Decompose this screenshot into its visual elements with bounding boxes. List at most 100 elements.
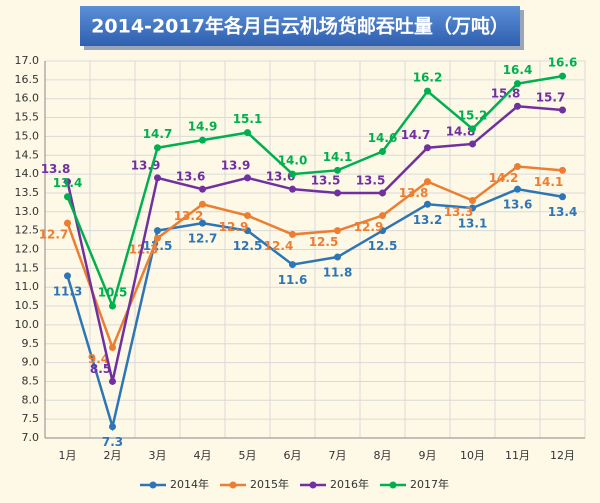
data-label: 8.5 <box>90 362 111 376</box>
y-tick-label: 8.0 <box>22 393 40 406</box>
y-tick-label: 8.5 <box>22 374 40 387</box>
data-point <box>244 227 251 235</box>
legend-label: 2017年 <box>410 477 449 491</box>
y-tick-label: 14.5 <box>15 148 40 161</box>
x-tick-label: 7月 <box>329 449 347 462</box>
legend-dot <box>149 481 157 489</box>
data-label: 16.2 <box>413 71 443 85</box>
data-label: 11.3 <box>53 284 83 298</box>
data-label: 13.4 <box>53 176 83 190</box>
data-label: 15.2 <box>458 108 488 122</box>
data-point <box>289 230 296 238</box>
data-point <box>334 166 341 174</box>
data-point <box>334 189 341 197</box>
data-label: 14.8 <box>446 124 476 138</box>
series-line <box>66 74 563 310</box>
data-label: 12.7 <box>188 232 218 246</box>
data-label: 16.6 <box>548 56 578 70</box>
data-label: 10.5 <box>98 286 128 300</box>
data-point <box>199 200 206 208</box>
y-tick-label: 12.5 <box>15 224 40 237</box>
data-label: 14.7 <box>401 128 431 142</box>
y-tick-label: 7.5 <box>22 412 40 425</box>
data-label: 14.2 <box>489 171 519 185</box>
data-point <box>199 219 206 227</box>
data-point <box>334 227 341 235</box>
data-point <box>64 272 71 280</box>
data-label: 12.5 <box>233 239 263 253</box>
series-line <box>66 165 563 351</box>
data-label: 15.7 <box>536 91 566 105</box>
x-tick-label: 8月 <box>374 449 392 462</box>
series-line <box>66 104 563 382</box>
data-label: 14.7 <box>143 127 173 141</box>
data-point <box>559 106 566 114</box>
data-point <box>334 253 341 261</box>
data-label: 12.5 <box>309 235 339 249</box>
legend-label: 2014年 <box>170 477 209 491</box>
data-point <box>109 377 116 385</box>
data-label: 13.5 <box>356 173 386 187</box>
y-tick-label: 17.0 <box>15 54 40 67</box>
x-tick-label: 5月 <box>239 449 257 462</box>
data-label: 12.5 <box>368 239 398 253</box>
data-point <box>154 144 161 152</box>
data-label: 13.2 <box>174 209 204 223</box>
y-tick-label: 16.0 <box>15 92 40 105</box>
data-label: 12.9 <box>354 220 384 234</box>
data-point <box>289 185 296 193</box>
x-tick-label: 2月 <box>104 449 122 462</box>
x-tick-label: 9月 <box>419 449 437 462</box>
y-tick-label: 15.0 <box>15 129 40 142</box>
chart-title: 2014-2017年各月白云机场货邮吞吐量（万吨） <box>91 15 509 38</box>
y-tick-label: 15.5 <box>15 111 40 124</box>
x-tick-label: 11月 <box>505 449 530 462</box>
data-point <box>64 178 71 186</box>
data-label: 14.9 <box>188 120 218 134</box>
data-point <box>424 144 431 152</box>
data-point <box>514 102 521 110</box>
data-label: 13.3 <box>444 205 474 219</box>
data-point <box>109 423 116 431</box>
y-tick-label: 11.5 <box>15 261 40 274</box>
data-label: 13.8 <box>399 186 429 200</box>
data-point <box>559 72 566 80</box>
y-tick-label: 12.0 <box>15 243 40 256</box>
y-tick-label: 13.5 <box>15 186 40 199</box>
data-label: 13.9 <box>131 158 161 172</box>
data-label: 7.3 <box>102 435 123 449</box>
x-tick-label: 4月 <box>194 449 212 462</box>
data-label: 12.7 <box>39 228 69 242</box>
data-label: 13.6 <box>503 198 533 212</box>
y-tick-label: 16.5 <box>15 73 40 86</box>
data-point <box>469 125 476 133</box>
data-label: 16.4 <box>503 63 533 77</box>
data-point <box>379 147 386 155</box>
series-line <box>66 187 563 432</box>
data-point <box>244 129 251 137</box>
data-point <box>379 212 386 220</box>
y-tick-label: 13.0 <box>15 205 40 218</box>
data-point <box>379 189 386 197</box>
data-point <box>559 166 566 174</box>
data-label: 14.0 <box>278 154 308 168</box>
y-tick-label: 10.0 <box>15 318 40 331</box>
data-point <box>244 174 251 182</box>
data-label: 14.1 <box>534 175 564 189</box>
data-label: 15.1 <box>233 112 263 126</box>
data-label: 14.1 <box>323 150 353 164</box>
data-point <box>289 261 296 269</box>
data-label: 12.4 <box>264 239 294 253</box>
data-label: 13.1 <box>458 217 488 231</box>
legend-dot <box>389 481 397 489</box>
data-label: 11.6 <box>278 273 308 287</box>
data-point <box>64 193 71 201</box>
data-point <box>109 344 116 352</box>
data-point <box>64 219 71 227</box>
data-point <box>424 178 431 186</box>
data-point <box>199 136 206 144</box>
data-point <box>469 204 476 212</box>
data-label: 13.9 <box>221 158 251 172</box>
x-tick-label: 1月 <box>59 449 77 462</box>
data-label: 13.5 <box>311 173 341 187</box>
